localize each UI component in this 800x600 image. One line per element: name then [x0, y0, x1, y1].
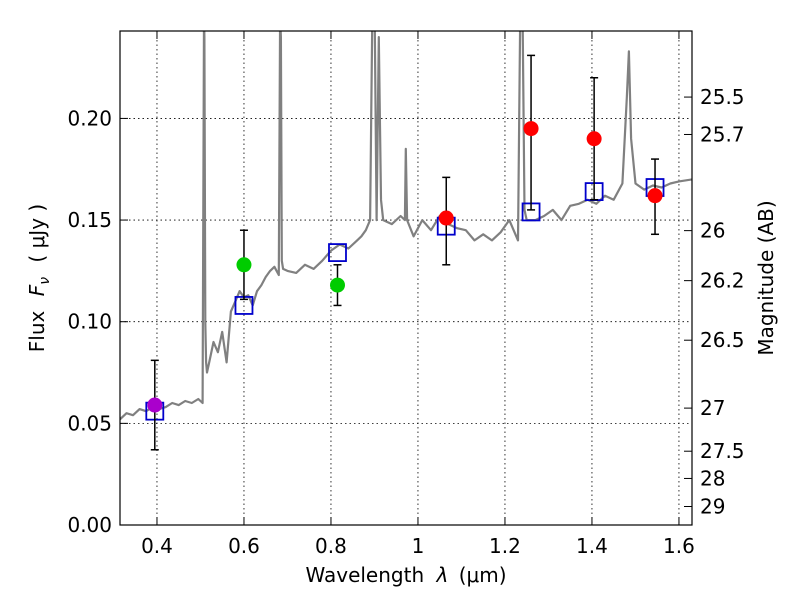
- observed-flux-point: [236, 257, 252, 273]
- y-tick-label: 0.05: [67, 411, 112, 435]
- x-tick-label: 1.6: [663, 534, 695, 558]
- y-axis-label-text: Flux: [25, 310, 49, 352]
- observed-flux-point: [438, 210, 454, 226]
- observed-flux-point: [647, 188, 663, 204]
- magnitude-tick-label: 25.5: [700, 85, 745, 109]
- magnitude-tick-label: 28: [700, 466, 725, 490]
- x-axis-label: Wavelength λ (μm): [305, 563, 506, 587]
- magnitude-tick-label: 26.5: [700, 328, 745, 352]
- y-axis-label: Flux Fν ( μJy ): [25, 204, 54, 352]
- x-axis-label-unit: (μm): [459, 563, 507, 587]
- x-tick-label: 1.4: [576, 534, 608, 558]
- ticks: 0.4 0.6 0.8 1 1.2 1.4 1.6 0.00 0.05 0.10 0.15 0.20 2…: [67, 31, 745, 558]
- plot-frame: [119, 30, 693, 526]
- magnitude-tick-label: 26.2: [700, 269, 745, 293]
- observed-flux-point: [523, 121, 539, 137]
- magnitude-tick-label: 29: [700, 495, 725, 519]
- y-axis-label-unit: ( μJy ): [25, 204, 49, 263]
- x-tick-label: 1.2: [489, 534, 521, 558]
- y-tick-label: 0.00: [67, 513, 112, 537]
- x-tick-label: 1: [412, 534, 425, 558]
- y-tick-label: 0.10: [67, 310, 112, 334]
- model-photometry-square: [328, 243, 347, 262]
- x-tick-label: 0.4: [141, 534, 173, 558]
- right-axis-label: Magnitude (AB): [754, 200, 778, 355]
- x-tick-label: 0.8: [315, 534, 347, 558]
- observed-flux-point: [586, 131, 602, 147]
- x-axis-label-symbol: λ: [436, 563, 449, 587]
- y-tick-label: 0.15: [67, 208, 112, 232]
- observed-flux-point: [329, 277, 345, 293]
- clipped-series: [120, 31, 692, 421]
- magnitude-tick-label: 27.5: [700, 439, 745, 463]
- observed-flux-point: [147, 397, 163, 413]
- magnitude-tick-label: 25.7: [700, 122, 745, 146]
- magnitude-tick-label: 27: [700, 396, 725, 420]
- x-tick-label: 0.6: [228, 534, 260, 558]
- y-tick-label: 0.20: [67, 106, 112, 130]
- x-axis-label-text: Wavelength: [305, 563, 424, 587]
- plot-content: [120, 31, 692, 451]
- sed-model-line: [120, 31, 692, 421]
- y-axis-label-sub: ν: [37, 277, 53, 285]
- y-axis-label-symbol: F: [25, 284, 49, 296]
- magnitude-tick-label: 26: [700, 219, 725, 243]
